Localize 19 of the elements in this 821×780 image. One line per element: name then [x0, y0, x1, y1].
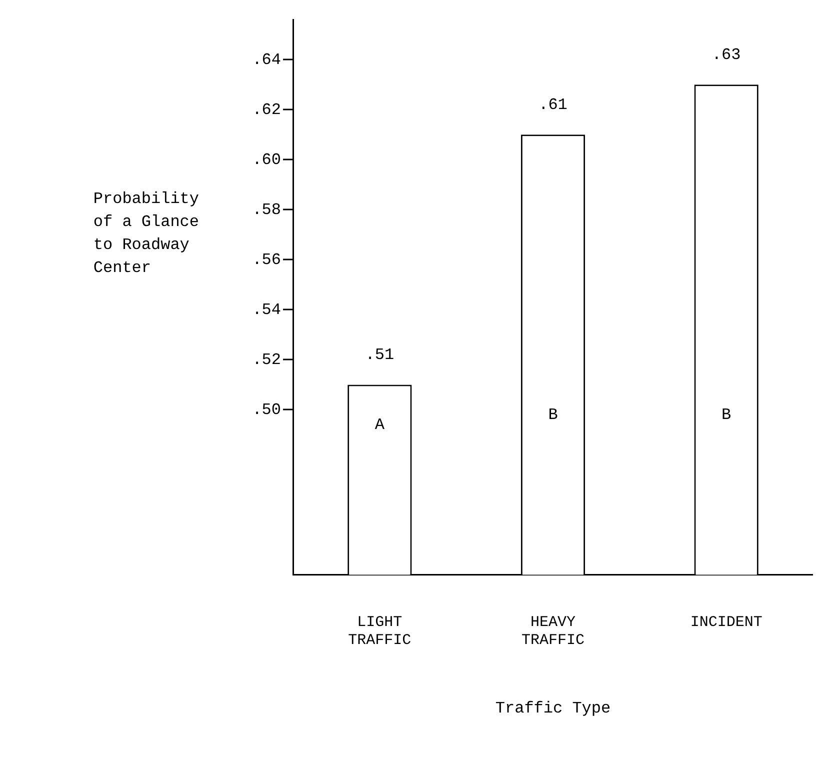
y-tick-label: .52 [252, 350, 281, 369]
y-tick-label: .54 [252, 300, 281, 319]
data-label: .63 [712, 46, 741, 64]
y-tick-label: .50 [252, 400, 281, 419]
y-tick-label: .62 [252, 100, 281, 119]
annotation: B [548, 406, 558, 424]
data-label: .51 [365, 346, 394, 364]
annotation: A [374, 416, 385, 434]
x-tick-label: INCIDENT [690, 614, 762, 631]
data-label: .61 [538, 96, 568, 114]
x-tick-label: LIGHT TRAFFIC [348, 614, 412, 649]
x-axis-title: Traffic Type [495, 700, 611, 718]
y-tick-label: .58 [252, 200, 281, 219]
y-tick-label: .64 [252, 50, 281, 69]
y-tick-label: .56 [252, 250, 281, 269]
y-tick-label: .60 [252, 150, 281, 169]
x-tick-label: HEAVY TRAFFIC [521, 614, 585, 649]
annotation: B [722, 406, 732, 424]
y-axis-title: Probability of a Glance to Roadway Center [93, 190, 200, 277]
